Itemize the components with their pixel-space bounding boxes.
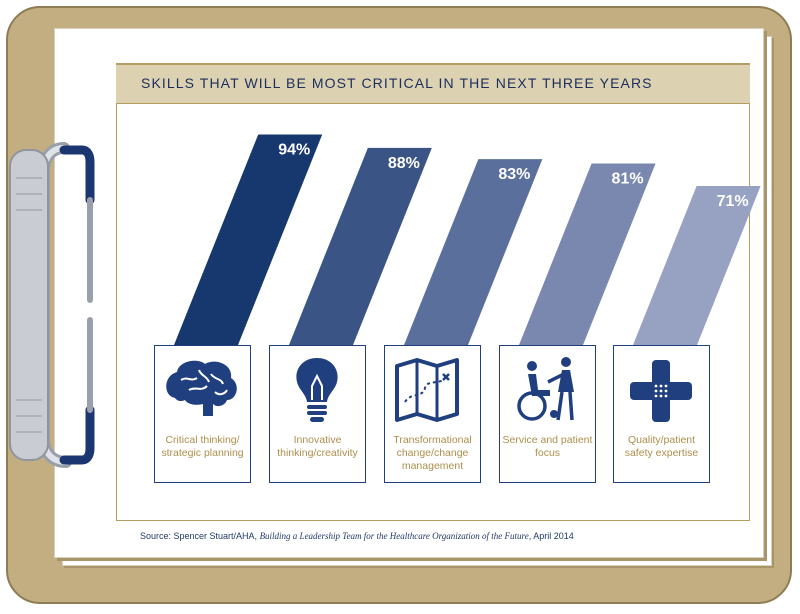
map-icon [395, 358, 459, 422]
bar [633, 185, 761, 345]
source-prefix: Source: Spencer Stuart/AHA, [140, 531, 260, 541]
source-suffix: , April 2014 [528, 531, 574, 541]
chart-frame [116, 103, 750, 521]
bar [174, 134, 323, 345]
card-label: Transformational change/change managemen… [393, 434, 472, 472]
bandage-cross-icon [630, 360, 692, 422]
bar [289, 147, 432, 345]
card-label: Quality/patient safety expertise [624, 434, 699, 459]
bar [404, 159, 543, 345]
chart-title: SKILLS THAT WILL BE MOST CRITICAL IN THE… [141, 75, 653, 91]
bar-value-label: 94% [278, 141, 310, 158]
card-label: Service and patient focus [502, 434, 593, 459]
category-card: Transformational change/change managemen… [384, 345, 481, 483]
wheelchair-icon [517, 357, 574, 421]
category-card: Critical thinking/ strategic planning [154, 345, 251, 483]
card-label: Critical thinking/ strategic planning [161, 434, 244, 459]
bar-value-label: 88% [388, 155, 420, 172]
bars-group: 94% 88% 83% 81% 71% [174, 134, 761, 345]
source-title: Building a Leadership Team for the Healt… [259, 531, 529, 541]
bar-value-label: 71% [717, 193, 749, 210]
category-card: Quality/patient safety expertise [613, 345, 710, 483]
bar-value-label: 81% [612, 171, 644, 188]
bar [519, 163, 656, 345]
title-banner: SKILLS THAT WILL BE MOST CRITICAL IN THE… [116, 63, 750, 103]
lightbulb-icon [296, 358, 338, 422]
card-label: Innovative thinking/creativity [277, 434, 358, 459]
category-card: Service and patient focus [499, 345, 596, 483]
category-card: Innovative thinking/creativity [269, 345, 366, 483]
bar-value-label: 83% [498, 166, 530, 183]
source-note: Source: Spencer Stuart/AHA, Building a L… [140, 531, 574, 541]
brain-icon [166, 360, 237, 416]
